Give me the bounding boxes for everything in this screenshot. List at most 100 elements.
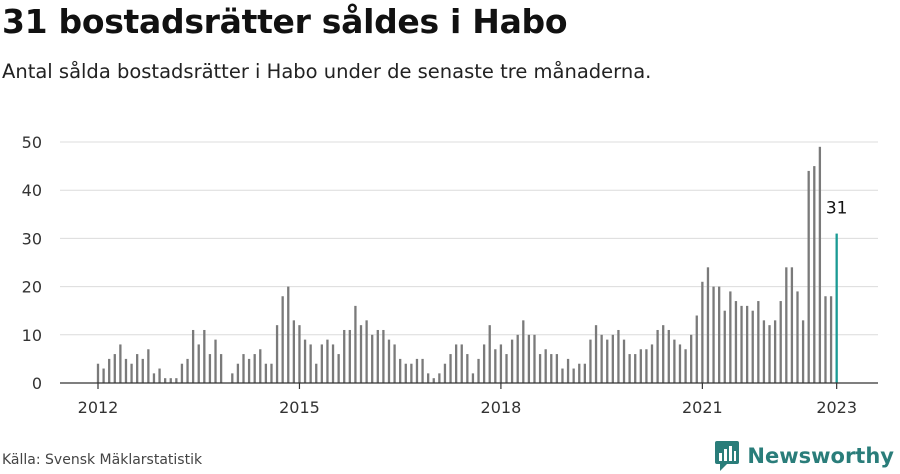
bar xyxy=(824,296,827,383)
bar xyxy=(359,325,363,383)
bar xyxy=(510,339,514,383)
y-tick-label: 50 xyxy=(22,133,42,152)
bar xyxy=(298,325,301,383)
bar xyxy=(684,349,687,383)
bar xyxy=(818,146,822,383)
bar xyxy=(348,329,351,383)
bar xyxy=(813,166,816,383)
bar xyxy=(164,378,167,383)
bar xyxy=(309,344,312,383)
bar xyxy=(158,368,161,383)
bar xyxy=(427,373,430,383)
bar xyxy=(197,344,200,383)
bar xyxy=(634,354,637,383)
bar xyxy=(253,354,256,383)
bar xyxy=(768,325,771,383)
y-tick-label: 30 xyxy=(22,229,42,248)
bar xyxy=(662,325,665,383)
bar xyxy=(415,358,419,383)
bar xyxy=(757,301,760,383)
bar xyxy=(622,339,626,383)
bar xyxy=(522,320,525,383)
bar xyxy=(505,354,508,383)
bar xyxy=(477,358,480,383)
bar xyxy=(527,334,531,383)
x-tick-label: 2023 xyxy=(816,398,857,417)
bar xyxy=(141,358,144,383)
bar xyxy=(779,301,782,383)
bar xyxy=(734,301,738,383)
bar xyxy=(667,329,670,383)
chart-title: 31 bostadsrätter såldes i Habo xyxy=(2,2,568,41)
bar xyxy=(550,354,553,383)
bar xyxy=(594,325,598,383)
y-tick-label: 20 xyxy=(22,278,42,297)
bar xyxy=(231,373,234,383)
bar xyxy=(466,354,469,383)
bar xyxy=(555,354,559,383)
bar xyxy=(331,344,335,383)
bar xyxy=(488,325,491,383)
bar-highlight xyxy=(835,233,838,383)
bar xyxy=(320,344,323,383)
bar xyxy=(796,291,799,383)
bar xyxy=(533,334,536,383)
y-tick-label: 40 xyxy=(22,181,42,200)
bar xyxy=(718,286,721,383)
bar xyxy=(723,310,726,383)
bar xyxy=(617,329,620,383)
bar xyxy=(270,363,273,383)
y-tick-label: 0 xyxy=(32,374,42,393)
bar xyxy=(130,363,133,383)
bars xyxy=(96,146,838,383)
bar xyxy=(639,349,642,383)
bar xyxy=(281,296,284,383)
bar xyxy=(807,170,810,383)
bar xyxy=(326,339,329,383)
bar xyxy=(96,363,100,383)
bar xyxy=(650,344,654,383)
bar xyxy=(186,358,189,383)
bar xyxy=(566,358,570,383)
brand-logo[interactable]: Newsworthy xyxy=(715,441,894,471)
bar xyxy=(404,363,407,383)
x-tick-label: 2018 xyxy=(481,398,522,417)
bar xyxy=(762,320,766,383)
source-note: Källa: Svensk Mäklarstatistik xyxy=(2,452,203,468)
bar xyxy=(712,286,715,383)
bar xyxy=(315,363,318,383)
bar xyxy=(371,334,374,383)
bar xyxy=(208,354,212,383)
bar xyxy=(191,329,195,383)
bar xyxy=(113,354,116,383)
bar xyxy=(673,339,676,383)
bar xyxy=(393,344,396,383)
data-label-latest: 31 xyxy=(826,199,848,219)
y-tick-label: 10 xyxy=(22,326,42,345)
bar xyxy=(538,354,542,383)
bar xyxy=(701,281,704,383)
bar xyxy=(337,354,340,383)
bar xyxy=(136,354,139,383)
bar xyxy=(410,363,413,383)
bar xyxy=(606,339,609,383)
bar xyxy=(773,320,777,383)
x-axis xyxy=(60,382,878,389)
bar xyxy=(656,329,659,383)
x-tick-label: 2021 xyxy=(682,398,723,417)
x-axis-tick-labels: 2012 2015 2018 2021 2023 xyxy=(78,398,857,417)
bar xyxy=(600,334,603,383)
bar xyxy=(387,339,391,383)
bar xyxy=(499,344,503,383)
bar xyxy=(242,354,245,383)
bar xyxy=(544,349,547,383)
y-axis-tick-labels: 0 10 20 30 40 50 xyxy=(22,133,42,393)
bar xyxy=(583,363,586,383)
bar xyxy=(561,368,564,383)
bar xyxy=(180,363,184,383)
bar xyxy=(343,329,346,383)
bar xyxy=(303,339,307,383)
bar xyxy=(572,368,575,383)
bar xyxy=(745,305,749,383)
bar xyxy=(247,358,251,383)
